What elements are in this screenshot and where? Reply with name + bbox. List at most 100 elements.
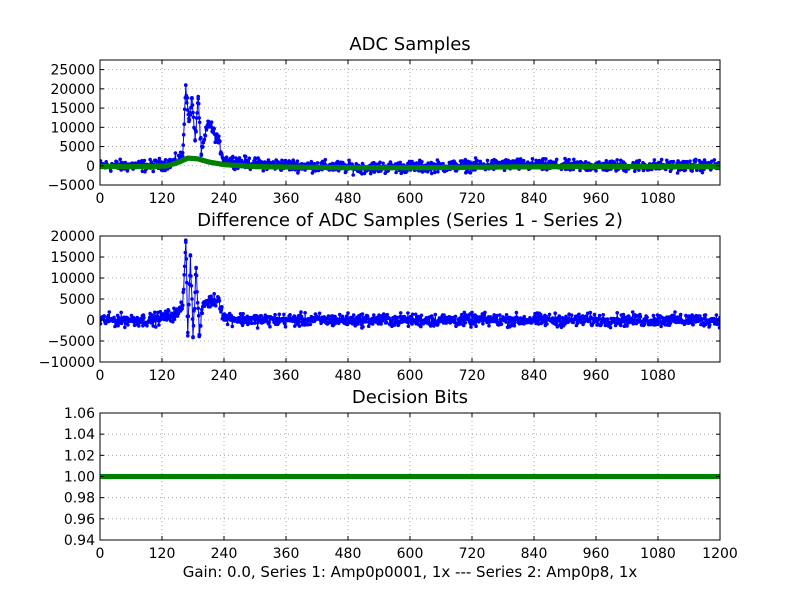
data-point bbox=[187, 302, 191, 307]
data-point bbox=[207, 120, 211, 124]
data-point bbox=[410, 322, 414, 326]
data-point bbox=[225, 322, 230, 327]
data-point bbox=[569, 313, 574, 318]
data-point bbox=[109, 169, 113, 173]
data-point bbox=[717, 163, 720, 170]
data-point bbox=[638, 314, 643, 319]
data-point bbox=[513, 320, 517, 325]
data-point bbox=[282, 312, 286, 317]
y-tick-label: −10000 bbox=[39, 355, 95, 371]
x-tick-label: 600 bbox=[397, 546, 424, 562]
data-point bbox=[100, 322, 103, 326]
data-point bbox=[182, 122, 186, 126]
chart-panel-3: 0 120 240 360 480 600 720 840 960 1080 1200 0.94 0.9… bbox=[64, 387, 738, 562]
x-tick-label: 720 bbox=[459, 546, 486, 562]
x-tick-label: 360 bbox=[273, 368, 300, 384]
data-point bbox=[407, 159, 412, 164]
data-point bbox=[594, 168, 598, 173]
x-tick-label: 0 bbox=[96, 546, 105, 562]
data-point bbox=[410, 312, 415, 317]
data-point bbox=[619, 323, 623, 328]
y-tick-label: 20000 bbox=[50, 229, 95, 245]
data-point bbox=[181, 290, 185, 295]
data-point bbox=[245, 314, 250, 319]
data-point bbox=[126, 323, 130, 327]
data-point bbox=[481, 321, 485, 326]
data-point bbox=[419, 313, 424, 318]
y-tick-label: 0.96 bbox=[64, 512, 95, 528]
data-point bbox=[213, 303, 218, 308]
data-point bbox=[180, 151, 185, 155]
data-point bbox=[585, 168, 590, 173]
data-point bbox=[189, 284, 194, 288]
data-point bbox=[581, 322, 585, 327]
data-point bbox=[190, 297, 194, 301]
data-point bbox=[220, 305, 224, 309]
data-point bbox=[615, 311, 619, 315]
data-point bbox=[485, 158, 490, 163]
x-tick-label: 840 bbox=[521, 546, 548, 562]
y-tick-label: 10000 bbox=[50, 120, 95, 136]
data-point bbox=[495, 318, 499, 323]
data-point bbox=[492, 313, 497, 317]
data-point bbox=[125, 316, 130, 320]
data-point bbox=[297, 319, 301, 324]
data-point bbox=[703, 316, 707, 320]
data-point bbox=[578, 168, 582, 173]
data-point bbox=[604, 159, 609, 163]
data-point bbox=[642, 322, 647, 327]
data-point bbox=[592, 312, 597, 317]
y-tick-label: 5000 bbox=[59, 140, 95, 156]
data-point bbox=[186, 334, 190, 338]
data-point bbox=[196, 94, 200, 99]
data-point bbox=[567, 157, 571, 162]
data-point bbox=[675, 171, 680, 175]
data-point bbox=[504, 313, 509, 317]
data-point bbox=[645, 315, 649, 320]
data-point bbox=[163, 158, 168, 162]
data-point bbox=[137, 324, 141, 328]
data-point bbox=[184, 83, 188, 87]
data-point bbox=[717, 325, 720, 330]
data-point bbox=[605, 317, 610, 321]
data-point bbox=[317, 311, 322, 316]
data-point bbox=[478, 159, 483, 164]
data-point bbox=[714, 313, 719, 317]
y-tick-label: 10000 bbox=[50, 271, 95, 287]
x-tick-label: 240 bbox=[211, 191, 238, 207]
data-point bbox=[707, 323, 712, 327]
data-point bbox=[398, 311, 403, 315]
data-point bbox=[564, 314, 568, 319]
data-point bbox=[186, 108, 190, 112]
data-point bbox=[453, 314, 458, 319]
data-point bbox=[104, 160, 108, 164]
data-point bbox=[693, 157, 698, 162]
data-point bbox=[145, 324, 149, 328]
data-point bbox=[189, 274, 193, 278]
x-tick-label: 480 bbox=[335, 546, 362, 562]
y-tick-label: 20000 bbox=[50, 82, 95, 98]
data-point bbox=[512, 323, 517, 328]
plot-area bbox=[100, 83, 720, 177]
data-point bbox=[419, 324, 423, 329]
data-point bbox=[461, 323, 466, 328]
data-point bbox=[554, 157, 559, 162]
data-point bbox=[191, 335, 195, 339]
data-point bbox=[420, 160, 424, 164]
data-point bbox=[526, 160, 530, 164]
x-tick-label: 600 bbox=[397, 191, 424, 207]
data-point bbox=[372, 313, 376, 317]
data-point bbox=[199, 324, 203, 328]
data-point bbox=[231, 154, 235, 159]
data-point bbox=[408, 314, 413, 319]
data-point bbox=[283, 324, 288, 329]
data-point bbox=[277, 312, 282, 317]
data-point bbox=[588, 310, 593, 315]
data-point bbox=[185, 280, 189, 285]
data-point bbox=[637, 158, 642, 163]
data-point bbox=[521, 158, 526, 163]
data-point bbox=[199, 135, 203, 140]
data-point bbox=[351, 313, 356, 317]
data-point bbox=[695, 168, 699, 172]
data-point bbox=[703, 313, 708, 317]
